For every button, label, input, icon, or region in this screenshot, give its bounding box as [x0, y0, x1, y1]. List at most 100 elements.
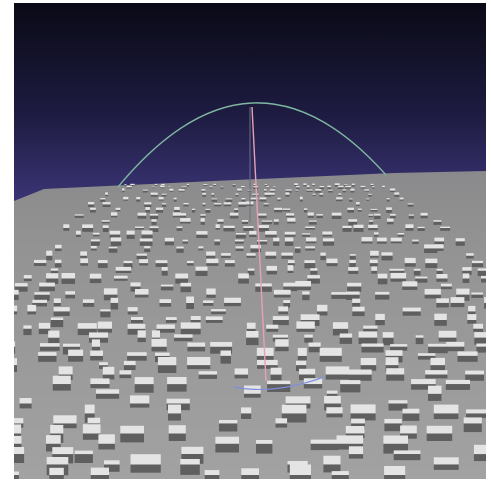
building-top [172, 212, 181, 216]
building-side [275, 423, 288, 428]
building-top [150, 192, 158, 195]
building-side [241, 221, 249, 224]
building-side [377, 278, 388, 285]
building-top [108, 246, 118, 249]
building-top [203, 300, 214, 303]
building-side [372, 187, 375, 189]
vertical-axis-line [251, 106, 267, 382]
building-top [305, 226, 315, 228]
building-top [14, 471, 19, 475]
building-top [336, 435, 364, 444]
3d-viewport[interactable] [14, 3, 486, 479]
building-top [385, 357, 399, 366]
building-side [305, 248, 315, 251]
building-top [428, 343, 448, 347]
building-top [438, 330, 457, 338]
building-top [99, 362, 108, 366]
building-top [446, 341, 465, 347]
building-side [191, 209, 196, 213]
building-side [283, 286, 298, 292]
building-side [287, 221, 296, 224]
building-side [89, 278, 102, 284]
city-terrain-render[interactable] [14, 3, 486, 479]
building-top [468, 305, 476, 312]
building-top [402, 307, 421, 312]
building-top [263, 203, 269, 205]
building-side [390, 346, 408, 351]
building-side [167, 384, 187, 392]
building-side [131, 320, 144, 323]
building-top [477, 268, 486, 271]
building-top [89, 332, 108, 338]
building-top [331, 212, 342, 216]
building-side [294, 248, 301, 253]
building-top [299, 196, 303, 200]
building-top [241, 198, 246, 200]
building-top [134, 377, 154, 385]
building-top [466, 409, 486, 414]
building-side [80, 255, 87, 258]
building-side [34, 294, 50, 301]
building-top [257, 359, 278, 366]
building-top [286, 213, 295, 216]
building-top [235, 246, 244, 249]
building-side [238, 204, 246, 207]
building-side [124, 185, 127, 187]
building-side [250, 248, 261, 253]
building-top [352, 298, 361, 303]
building-side [360, 187, 366, 189]
building-top [389, 188, 396, 191]
building-top [390, 213, 396, 216]
building-top [180, 322, 201, 329]
building-top [325, 366, 350, 375]
building-top [204, 470, 220, 475]
building-side [349, 255, 356, 261]
building-top [14, 424, 22, 434]
building-side [400, 433, 417, 439]
orientation-gizmo-icon[interactable] [117, 102, 387, 391]
building-side [420, 215, 428, 219]
building-top [265, 231, 277, 235]
building-top [294, 183, 298, 185]
building-side [466, 255, 474, 259]
building-side [476, 346, 486, 353]
building-top [87, 417, 101, 424]
building-top [46, 273, 59, 279]
building-top [264, 192, 271, 195]
building-top [234, 208, 239, 210]
building-side [123, 199, 129, 201]
building-side [234, 374, 248, 379]
building-top [322, 238, 335, 242]
building-top [364, 189, 370, 191]
building-side [110, 302, 119, 310]
building-top [215, 436, 239, 444]
building-top [53, 298, 61, 303]
building-top [250, 244, 261, 249]
building-side [181, 454, 204, 464]
building-side [285, 190, 292, 193]
building-side [173, 199, 177, 202]
building-top [345, 426, 365, 434]
building-top [14, 341, 16, 347]
building-top [151, 330, 160, 338]
building-side [164, 241, 174, 246]
building-top [235, 193, 239, 195]
building-side [14, 454, 25, 463]
building-side [97, 328, 112, 333]
building-top [187, 357, 211, 366]
building-top [168, 404, 181, 414]
building-top [167, 377, 187, 385]
building-side [130, 403, 150, 408]
building-side [130, 185, 135, 187]
building-side [428, 346, 448, 354]
building-side [53, 302, 61, 306]
building-top [190, 316, 201, 320]
building-top [400, 425, 417, 434]
building-side [308, 221, 317, 225]
building-side [273, 187, 276, 189]
building-side [375, 320, 385, 326]
building-top [68, 349, 84, 356]
building-side [348, 270, 359, 274]
building-top [408, 214, 414, 216]
building-top [92, 232, 100, 235]
